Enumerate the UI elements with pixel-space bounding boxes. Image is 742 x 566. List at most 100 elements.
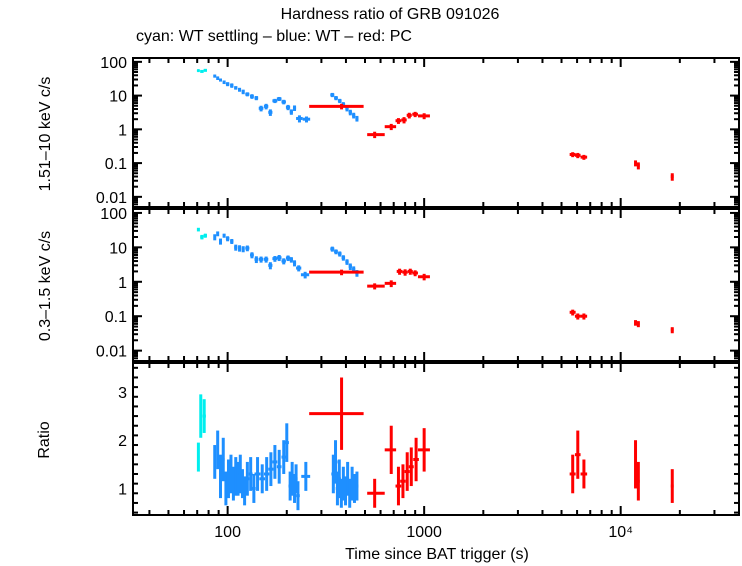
data-point	[406, 112, 412, 119]
data-point	[636, 321, 640, 328]
data-point	[213, 74, 217, 78]
data-point	[196, 442, 200, 472]
data-point	[263, 256, 269, 263]
data-point	[670, 173, 674, 181]
y-axis-label-hard: 1.51–10 keV c/s	[37, 77, 54, 192]
data-point	[245, 92, 250, 97]
data-point	[245, 461, 250, 496]
series-wt-settling	[196, 227, 207, 240]
x-tick-label: 100	[214, 524, 241, 541]
data-point	[203, 233, 207, 238]
data-point	[352, 112, 356, 119]
data-point	[219, 454, 223, 499]
data-point	[268, 452, 274, 487]
data-point	[259, 464, 266, 494]
data-point	[367, 478, 385, 508]
data-point	[337, 251, 342, 257]
data-point	[241, 89, 245, 95]
data-point	[396, 268, 403, 275]
data-point	[224, 471, 228, 506]
data-point	[330, 92, 335, 98]
data-point	[580, 313, 588, 320]
data-point	[296, 265, 302, 272]
data-point	[333, 440, 338, 484]
y-tick-label: 10	[109, 89, 127, 106]
data-point	[292, 105, 297, 111]
data-point	[384, 280, 397, 288]
y-tick-label: 10	[109, 240, 127, 257]
data-point	[238, 245, 242, 252]
data-point	[670, 469, 674, 503]
data-point	[300, 271, 310, 279]
data-point	[219, 238, 223, 245]
data-point	[276, 449, 282, 484]
data-point	[238, 87, 242, 92]
data-point	[222, 233, 226, 238]
data-point	[199, 394, 203, 438]
data-point	[580, 459, 588, 489]
data-point	[216, 76, 220, 80]
data-point	[258, 105, 264, 112]
data-point	[417, 273, 430, 281]
data-point	[248, 457, 253, 491]
data-point	[250, 252, 254, 259]
data-point	[234, 244, 238, 251]
data-point	[636, 162, 640, 170]
data-point	[243, 476, 247, 506]
data-point	[272, 445, 278, 479]
data-point	[230, 83, 234, 88]
data-point	[400, 464, 406, 499]
x-tick-label: 1000	[406, 524, 442, 541]
data-point	[309, 377, 364, 450]
data-point	[337, 98, 342, 104]
data-point	[330, 246, 335, 252]
data-point	[196, 69, 200, 73]
data-point	[341, 255, 346, 261]
data-point	[634, 320, 638, 326]
data-point	[412, 111, 418, 118]
data-point	[301, 461, 311, 491]
data-point	[213, 234, 217, 241]
data-point	[309, 269, 364, 276]
data-point	[334, 249, 338, 255]
x-axis-label: Time since BAT trigger (s)	[345, 546, 529, 563]
data-point	[367, 131, 385, 139]
panel-frame	[132, 208, 740, 362]
chart-title: Hardness ratio of GRB 091026	[281, 6, 500, 23]
data-point	[569, 309, 576, 316]
y-tick-label: 1	[118, 122, 127, 139]
data-point	[302, 116, 311, 123]
data-point	[241, 246, 245, 253]
y-tick-label: 1	[118, 275, 127, 292]
data-point	[407, 268, 413, 275]
data-point	[670, 327, 674, 334]
y-axis-label-ratio: Ratio	[36, 421, 53, 458]
panel-hard-band: 100 10 1 0.1 0.01	[96, 55, 740, 208]
data-point	[254, 457, 261, 491]
series-pc	[309, 377, 674, 508]
panel-soft-band: 100 10 1 0.1 0.01	[96, 206, 740, 362]
data-point	[355, 115, 359, 122]
data-point	[219, 78, 223, 82]
y-tick-label: 2	[118, 433, 127, 450]
data-point	[225, 82, 230, 87]
data-point	[580, 154, 588, 160]
y-tick-label: 100	[100, 55, 127, 72]
data-point	[417, 428, 430, 472]
panel-frame	[132, 57, 740, 208]
data-point	[289, 257, 293, 263]
data-point	[355, 471, 359, 501]
data-point	[234, 86, 238, 90]
data-point	[245, 245, 250, 252]
data-point	[412, 270, 418, 277]
data-point	[200, 234, 204, 240]
series-pc	[309, 103, 674, 181]
data-point	[404, 452, 410, 491]
x-tick-labels: 100 1000 10⁴	[214, 524, 633, 541]
data-point	[284, 423, 289, 462]
data-point	[254, 256, 259, 264]
y-axis-label-soft: 0.3–1.5 keV c/s	[37, 231, 54, 341]
data-point	[250, 94, 254, 99]
data-point	[203, 68, 207, 72]
